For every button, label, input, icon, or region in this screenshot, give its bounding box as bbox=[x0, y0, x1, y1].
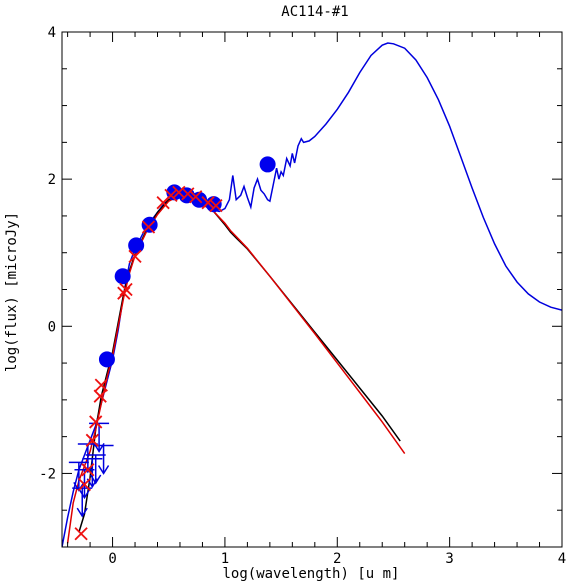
data-point-1 bbox=[98, 351, 115, 368]
cross-marker-7 bbox=[94, 378, 108, 392]
cross-stroke-b bbox=[141, 220, 156, 234]
upper-limit-7 bbox=[93, 444, 114, 475]
chart-title: AC114-#1 bbox=[281, 4, 348, 20]
cross-marker-2 bbox=[77, 477, 92, 492]
y-tick-label: 0 bbox=[48, 319, 56, 335]
cross-stroke-b bbox=[89, 415, 103, 429]
cross-marker-5 bbox=[89, 415, 103, 429]
cross-marker-11 bbox=[141, 220, 156, 234]
plot-lines bbox=[62, 42, 562, 547]
cross-stroke-b bbox=[93, 389, 107, 403]
upper-limit-5 bbox=[85, 454, 106, 485]
cross-marker-10 bbox=[128, 249, 142, 264]
x-tick-label: 2 bbox=[333, 551, 341, 567]
x-axis-title: log(wavelength) [u m] bbox=[222, 566, 399, 582]
cross-marker-3 bbox=[81, 463, 95, 477]
cross-stroke-b bbox=[117, 286, 131, 300]
upper-limit-arrowhead bbox=[97, 465, 110, 475]
x-tick-label: 0 bbox=[108, 551, 116, 567]
cross-marker-9 bbox=[119, 282, 133, 297]
data-point-3 bbox=[128, 237, 145, 254]
cross-stroke-b bbox=[181, 187, 195, 201]
cross-stroke-b bbox=[189, 190, 203, 204]
cross-stroke-b bbox=[85, 433, 99, 447]
cross-stroke-b bbox=[119, 282, 133, 297]
cross-marker-18 bbox=[209, 198, 223, 213]
series-line-2 bbox=[78, 194, 401, 533]
cross-marker-8 bbox=[117, 286, 131, 300]
cross-stroke-b bbox=[164, 188, 178, 202]
cross-marker-4 bbox=[85, 433, 99, 447]
series-line-3 bbox=[66, 194, 406, 544]
axis-ticks: 0 1 2 3 4 -2 0 2 4 bbox=[39, 25, 566, 567]
cross-marker-1 bbox=[74, 527, 88, 541]
x-tick-label: 1 bbox=[221, 551, 229, 567]
data-point-9 bbox=[259, 156, 276, 173]
x-tick-label: 3 bbox=[445, 551, 453, 567]
cross-stroke-b bbox=[201, 196, 215, 210]
cross-stroke-b bbox=[128, 249, 142, 264]
cross-marker-6 bbox=[93, 389, 107, 403]
cross-stroke-b bbox=[81, 463, 95, 477]
series-line-1 bbox=[62, 42, 562, 547]
upper-limit-arrowhead bbox=[90, 474, 102, 485]
cross-stroke-b bbox=[74, 527, 88, 541]
cross-stroke-b bbox=[209, 198, 223, 213]
y-tick-label: 2 bbox=[48, 172, 56, 188]
cross-stroke-b bbox=[77, 477, 92, 492]
cross-stroke-b bbox=[94, 378, 108, 392]
cross-marker-16 bbox=[189, 190, 203, 204]
plot-frame bbox=[61, 31, 563, 548]
y-tick-label: -2 bbox=[39, 466, 56, 482]
upper-limit-arrowhead bbox=[78, 489, 91, 500]
data-point-2 bbox=[114, 268, 131, 285]
cross-marker-17 bbox=[201, 196, 215, 210]
cross-marker-15 bbox=[181, 187, 195, 201]
x-tick-label: 4 bbox=[558, 551, 566, 567]
y-tick-label: 4 bbox=[48, 25, 56, 41]
upper-limit-6 bbox=[89, 422, 110, 453]
y-axis-title: log(flux) [microJy] bbox=[4, 212, 20, 372]
upper-limit-arrowhead bbox=[76, 507, 88, 518]
plot-markers bbox=[68, 156, 276, 541]
cross-marker-13 bbox=[164, 188, 178, 202]
